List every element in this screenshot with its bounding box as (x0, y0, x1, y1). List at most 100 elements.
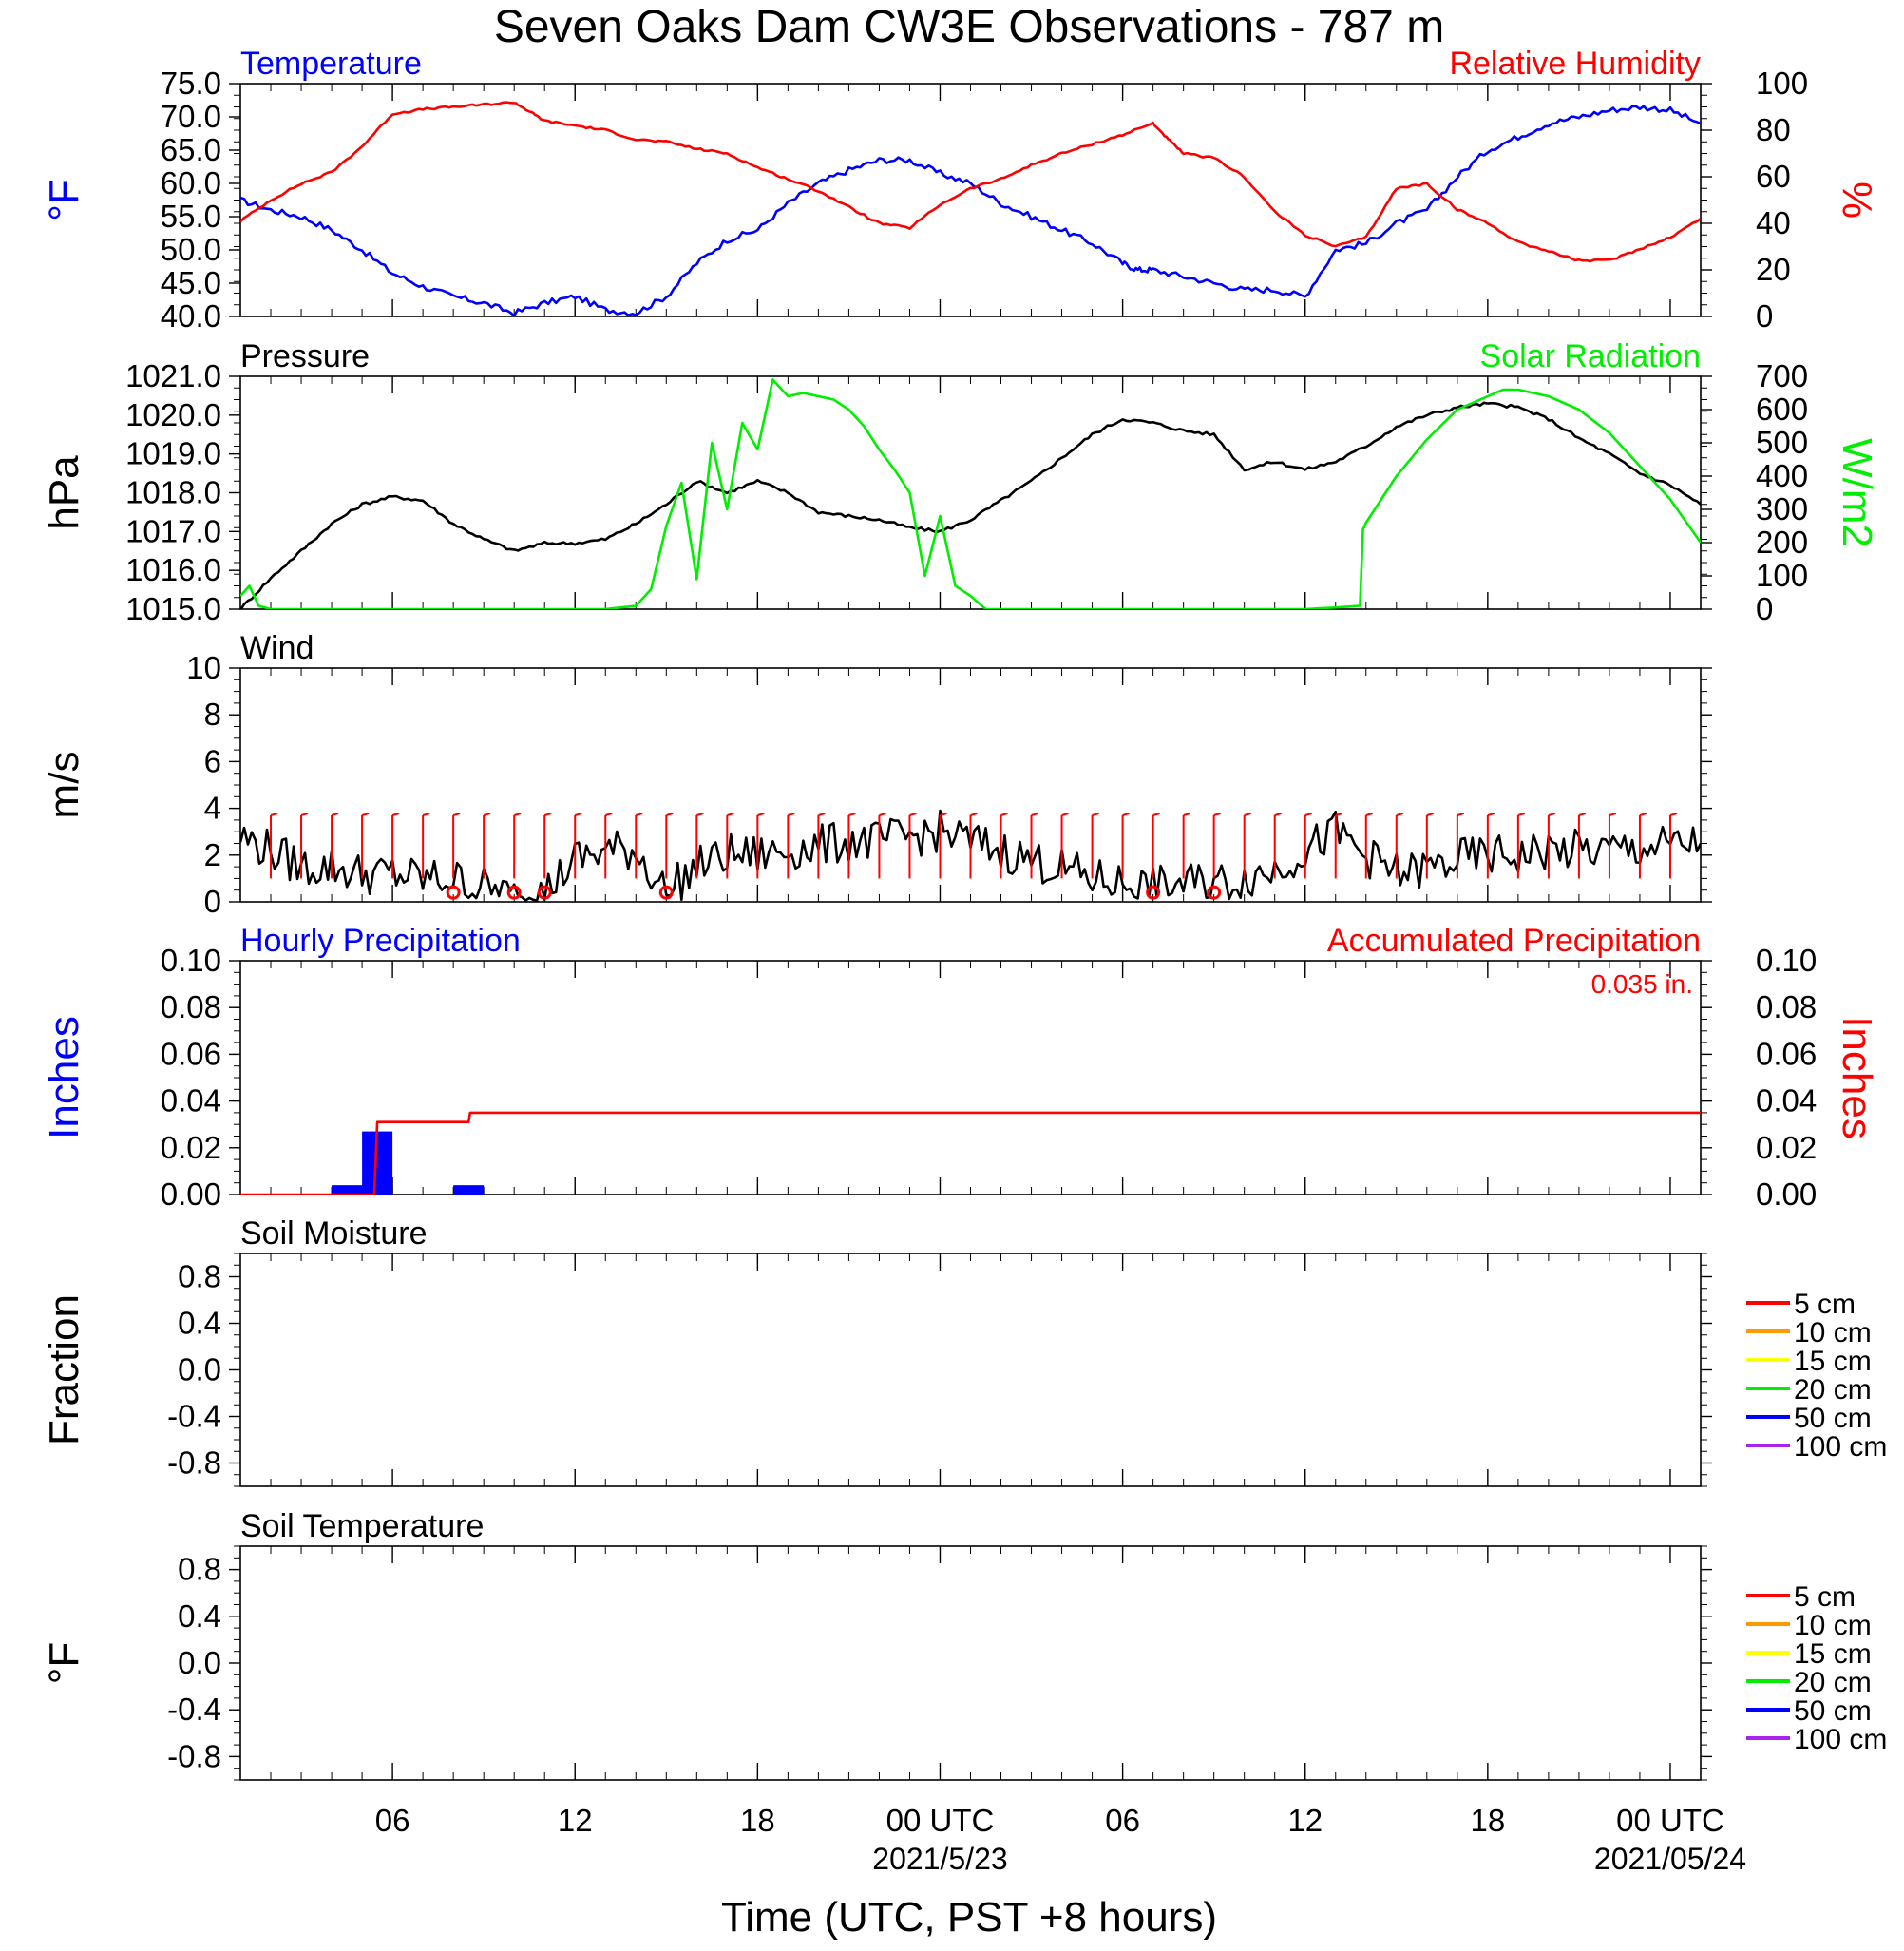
legend-label: 5 cm (1794, 1289, 1856, 1320)
y-right-tick-label: 0.10 (1756, 943, 1817, 978)
wind-barb-flag (757, 813, 765, 816)
plot-frame (239, 1253, 1702, 1487)
y-right-tick-label: 400 (1756, 458, 1808, 493)
series-line-temperature (240, 105, 1701, 316)
wind-barb-flag (391, 813, 400, 816)
y-right-tick-label: 0.00 (1756, 1176, 1817, 1212)
panel-right-title: Relative Humidity (1449, 46, 1701, 82)
wind-barb-flag (574, 813, 582, 816)
wind-barb-flag (331, 813, 339, 816)
y-left-axis-label: Fraction (41, 1294, 87, 1445)
panels: 40.045.050.055.060.065.070.075.002040608… (41, 46, 1887, 1876)
y-left-tick-label: 45.0 (161, 265, 221, 300)
y-left-tick-label: 0.08 (161, 989, 221, 1024)
hourly-precip-bar (332, 1185, 363, 1195)
plot-area (240, 378, 1701, 609)
wind-barb-flag (1335, 813, 1343, 816)
y-right-tick-label: 0 (1756, 591, 1773, 626)
x-tick-label: 00 UTC (886, 1803, 995, 1838)
wind-barb-flag (879, 813, 886, 816)
y-left-axis-label: °F (41, 1642, 87, 1684)
y-left-tick-label: -0.8 (167, 1445, 221, 1481)
y-left-tick-label: 1016.0 (125, 552, 221, 587)
y-left-tick-label: 0.4 (178, 1598, 221, 1634)
hourly-precip-bar (453, 1185, 485, 1195)
wind-barb-flag (483, 813, 491, 816)
y-right-axis-label: Inches (1834, 1016, 1880, 1139)
y-left-tick-label: 65.0 (161, 132, 221, 167)
y-left-tick-label: 0.8 (178, 1552, 221, 1587)
y-left-tick-label: 50.0 (161, 232, 221, 267)
wind-barb-flag (727, 813, 734, 816)
legend-label: 50 cm (1794, 1695, 1872, 1727)
y-left-tick-label: 1021.0 (125, 358, 221, 393)
wind-barb-flag (604, 813, 613, 816)
panel-left-title: Hourly Precipitation (240, 923, 521, 959)
wind-barb-flag (666, 813, 674, 816)
wind-barb-flag (1639, 813, 1647, 816)
wind-barb-flag (1274, 813, 1282, 816)
x-tick-label: 12 (558, 1803, 593, 1838)
legend-label: 50 cm (1794, 1403, 1872, 1434)
y-right-axis-label: % (1834, 182, 1880, 219)
y-right-axis-label: W/m2 (1834, 438, 1880, 547)
calm-wind-marker (658, 885, 674, 900)
panel-2: 0 2 4 6 8 10 Wind m/s (41, 630, 1712, 919)
calm-wind-marker (506, 885, 522, 900)
legend-label: 20 cm (1794, 1667, 1872, 1698)
y-right-tick-label: 0.06 (1756, 1036, 1817, 1071)
y-left-tick-label: 0.00 (161, 1176, 221, 1212)
panel-left-title: Temperature (240, 46, 422, 82)
calm-wind-marker (446, 885, 461, 900)
wind-barb-flag (1396, 813, 1404, 816)
y-left-tick-label: 2 (204, 837, 221, 872)
wind-barb-flag (940, 813, 947, 816)
y-right-tick-label: 700 (1756, 358, 1808, 393)
y-left-tick-label: 8 (204, 697, 221, 732)
x-tick-label: 18 (740, 1803, 775, 1838)
y-left-tick-label: 1018.0 (125, 475, 221, 510)
y-left-tick-label: -0.4 (167, 1692, 221, 1727)
y-right-tick-label: 500 (1756, 425, 1808, 460)
y-right-tick-label: 60 (1756, 159, 1791, 194)
panel-right-title: Solar Radiation (1480, 338, 1701, 374)
wind-barb-flag (1426, 813, 1435, 816)
x-tick-label: 00 UTC (1616, 1803, 1724, 1838)
legend-label: 15 cm (1794, 1346, 1872, 1377)
y-left-tick-label: 1020.0 (125, 397, 221, 432)
panel-left-title: Pressure (240, 338, 370, 374)
calm-wind-marker (1146, 885, 1161, 900)
wind-barb-flag (1244, 813, 1251, 816)
series-line-solar-radiation (240, 378, 1701, 609)
wind-barb-flag (300, 813, 309, 816)
x-tick-date-label: 2021/5/23 (872, 1842, 1007, 1876)
wind-barb-flag (970, 813, 978, 816)
wind-barb-flag (422, 813, 430, 816)
y-left-tick-label: 10 (186, 650, 221, 685)
wind-barb-flag (1609, 813, 1617, 816)
y-left-tick-label: 6 (204, 743, 221, 778)
y-left-tick-label: 1019.0 (125, 436, 221, 471)
series-line-relative-humidity (240, 101, 1701, 263)
y-right-tick-label: 100 (1756, 558, 1808, 593)
y-right-tick-label: 80 (1756, 112, 1791, 147)
wind-barb-flag (818, 813, 826, 816)
y-left-tick-label: 40.0 (161, 298, 221, 334)
wind-barb-flag (1122, 813, 1130, 816)
wind-barb-flag (1304, 813, 1313, 816)
plot-area (240, 1111, 1701, 1195)
wind-barb-flag (1031, 813, 1038, 816)
y-left-tick-label: 0.0 (178, 1352, 221, 1387)
panel-right-title: Accumulated Precipitation (1327, 923, 1701, 959)
x-axis-title: Time (UTC, PST +8 hours) (721, 1894, 1217, 1941)
wind-barb-flag (1669, 813, 1678, 816)
x-tick-label: 06 (375, 1803, 410, 1838)
x-tick-label: 12 (1287, 1803, 1323, 1838)
legend-label: 5 cm (1794, 1581, 1856, 1613)
wind-barb-flag (1092, 813, 1099, 816)
legend-label: 20 cm (1794, 1374, 1872, 1406)
series-line-pressure (240, 401, 1701, 609)
